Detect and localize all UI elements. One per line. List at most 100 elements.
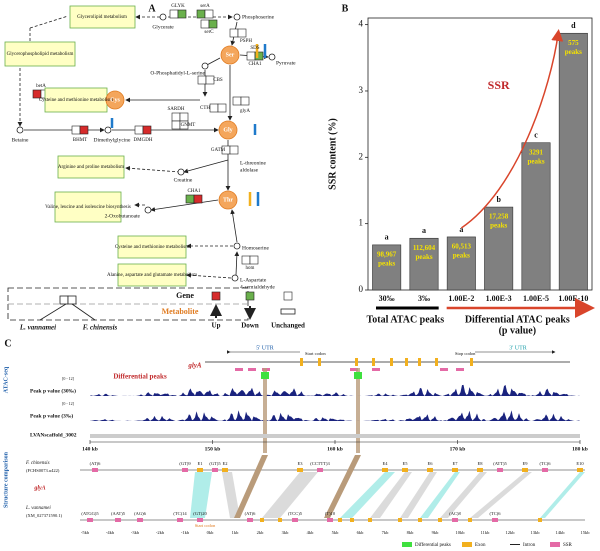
amino-acid: Thr bbox=[223, 197, 233, 203]
x-tick-label: 1.00E-3 bbox=[486, 294, 512, 303]
feature-label: (GT)5 bbox=[209, 461, 221, 466]
pathway-label: Glycerophospholipid metabolism bbox=[7, 52, 74, 57]
significance-letter: a bbox=[459, 225, 463, 234]
synteny-band bbox=[262, 472, 318, 518]
track-name: Peak p value (3‰) bbox=[30, 412, 73, 419]
feature-label: (AT)6 bbox=[245, 511, 256, 516]
gene-label: CHA1 bbox=[187, 189, 201, 194]
gene-label: GNMT bbox=[181, 123, 196, 128]
group-label: Differential ATAC peaks bbox=[465, 314, 570, 325]
gene-label: GATM bbox=[211, 148, 226, 153]
panel-a-text: A Glycerolipid metabolism Glycerophospholi… bbox=[7, 3, 305, 331]
gene-label: SARDH bbox=[168, 107, 185, 112]
exon bbox=[197, 468, 203, 472]
species-name: F. chinensis bbox=[25, 461, 50, 466]
peak-count: 98,967 bbox=[377, 250, 397, 258]
metabolite-label: Betaine bbox=[12, 137, 29, 143]
significance-letter: d bbox=[571, 21, 576, 30]
synteny-band bbox=[190, 472, 212, 518]
diff-peaks-label: Differential peaks bbox=[113, 373, 167, 381]
x-tick-label: 1.00E-5 bbox=[523, 294, 549, 303]
amino-acid: Cys bbox=[110, 97, 120, 103]
panel-letter: B bbox=[342, 3, 349, 14]
metabolite-label: O-Phosphatidyl-L-serine bbox=[150, 70, 205, 76]
y-tick-label: 2 bbox=[359, 151, 364, 161]
exon bbox=[355, 358, 358, 366]
feature-label: E5 bbox=[403, 461, 409, 466]
axis-label: 180 kb bbox=[572, 446, 588, 452]
plot-frame bbox=[367, 17, 593, 291]
diff-peak-link bbox=[234, 455, 268, 518]
feature-label: (ATT)5 bbox=[493, 461, 507, 466]
scale-label: 1kb bbox=[232, 530, 240, 535]
legend-label: SSR bbox=[563, 543, 573, 548]
diff-peak-link bbox=[324, 455, 361, 518]
scale-label: 11kb bbox=[481, 530, 491, 535]
exon bbox=[452, 468, 458, 472]
exon bbox=[477, 468, 483, 472]
gene-label: glyA bbox=[240, 109, 250, 114]
feature-label: (TC)6 bbox=[490, 511, 502, 516]
amino-acid: Gly bbox=[223, 127, 232, 133]
ssr bbox=[372, 368, 380, 371]
ssr bbox=[440, 368, 448, 371]
gene-label: DMGDH bbox=[134, 138, 153, 143]
pathway-label: Cysteine and methionine metabolism bbox=[115, 245, 189, 250]
feature-label: E8 bbox=[478, 461, 484, 466]
ssr bbox=[452, 518, 458, 522]
gene-label: serA bbox=[200, 4, 210, 9]
ssr bbox=[212, 468, 218, 472]
panel-letter: A bbox=[148, 3, 156, 14]
synteny-band bbox=[420, 472, 460, 518]
feature-label: (AG)6 bbox=[134, 511, 146, 516]
scale-label: -2kb bbox=[156, 530, 165, 535]
ssr bbox=[292, 518, 298, 522]
pathway-label: Glycerolipid metabolism bbox=[77, 15, 127, 20]
exon bbox=[538, 518, 542, 522]
legend-unchanged: Unchanged bbox=[271, 322, 305, 330]
scale-label: 7kb bbox=[382, 530, 390, 535]
exon bbox=[297, 468, 303, 472]
gene-name: glyA bbox=[187, 362, 202, 370]
synteny-band bbox=[340, 472, 395, 518]
exon bbox=[372, 358, 375, 366]
ssr bbox=[497, 468, 503, 472]
peak-count: 575 bbox=[568, 39, 579, 47]
metabolite-label: L-threonine bbox=[240, 160, 267, 166]
scale-label: 8kb bbox=[407, 530, 415, 535]
feature-label: E4 bbox=[383, 461, 389, 466]
exon bbox=[368, 518, 372, 522]
exon bbox=[427, 468, 433, 472]
track-range: [0 - 12] bbox=[62, 376, 75, 381]
peak-word: peaks bbox=[453, 252, 470, 260]
gene-label: SDS bbox=[250, 46, 259, 51]
amino-acid: Ser bbox=[226, 52, 235, 58]
legend-swatch bbox=[550, 542, 560, 547]
ssr bbox=[197, 518, 203, 522]
feature-label: (TC)6 bbox=[540, 461, 552, 466]
feature-label: (ATGG)5 bbox=[81, 511, 99, 516]
ssr bbox=[456, 368, 464, 371]
axis-label: 150 kb bbox=[205, 446, 221, 452]
peak-word: peaks bbox=[415, 253, 432, 261]
scale-label: 0kb bbox=[207, 530, 215, 535]
scaffold-bar bbox=[90, 434, 580, 438]
scaffold-label: LVANscaffold_3002 bbox=[30, 432, 77, 438]
panel-a bbox=[4, 5, 296, 321]
species-id: (XM_027371590.1) bbox=[26, 513, 63, 518]
group-label: (p value) bbox=[499, 325, 537, 336]
feature-label: (T)10 bbox=[325, 511, 336, 516]
gene-label: GLYK bbox=[171, 4, 185, 9]
scale-label: -1kb bbox=[181, 530, 190, 535]
pathway-label: Alanine, aspartate and glutamate metabol… bbox=[107, 273, 197, 278]
exon bbox=[398, 518, 402, 522]
significance-letter: a bbox=[385, 233, 389, 242]
scale-label: 15kb bbox=[581, 530, 591, 535]
metabolite-label: aldolase bbox=[240, 167, 259, 173]
legend-up: Up bbox=[212, 322, 221, 330]
significance-letter: a bbox=[422, 226, 426, 235]
legend-swatch bbox=[462, 542, 472, 547]
synteny-band bbox=[370, 472, 412, 518]
